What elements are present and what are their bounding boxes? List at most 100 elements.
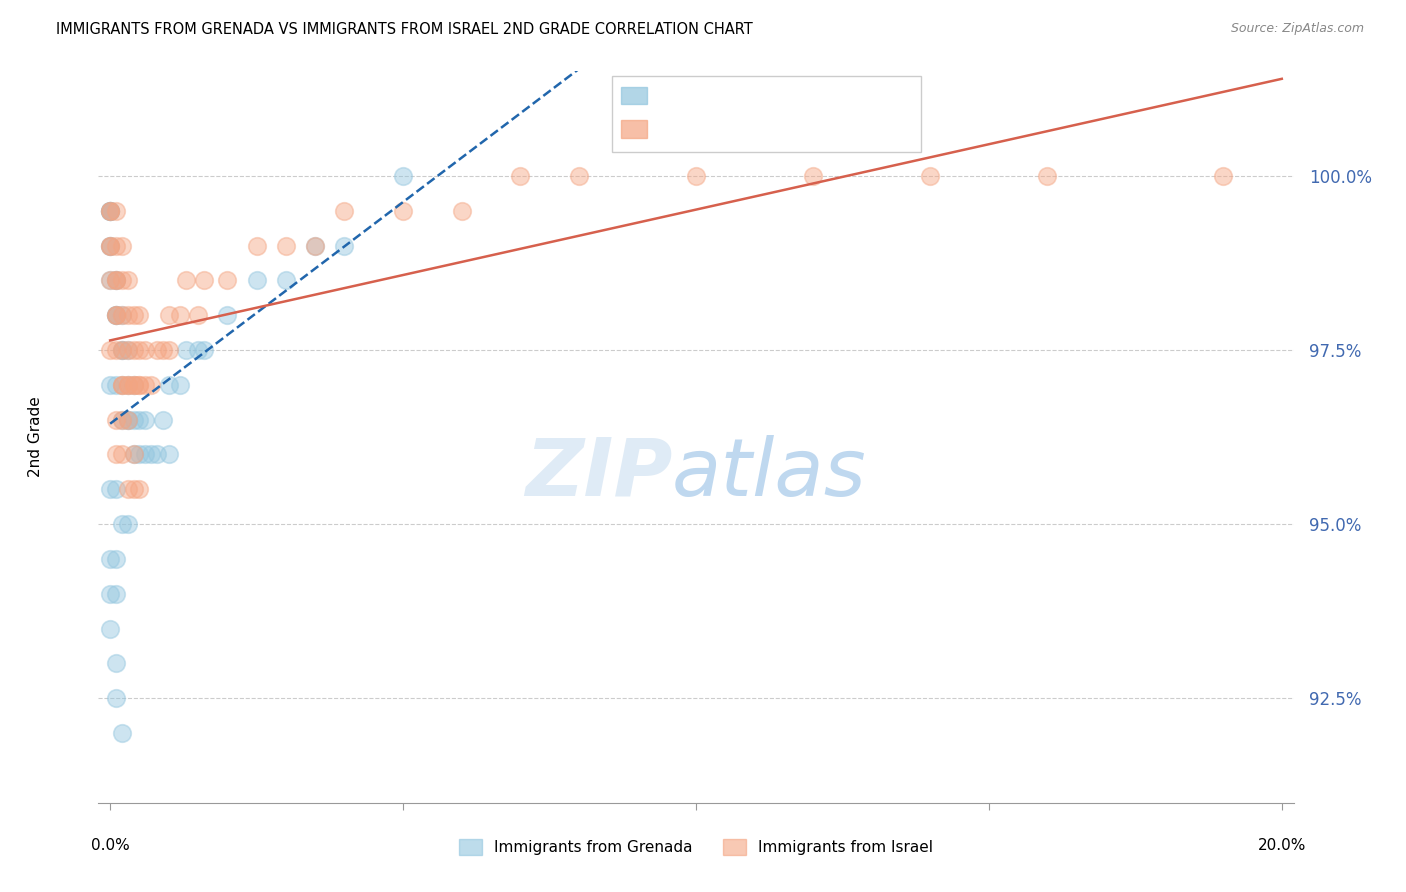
Point: [685, 169, 707, 183]
Point: [105, 273, 128, 287]
Point: [122, 448, 145, 462]
Point: [187, 308, 209, 322]
Point: [98, 622, 121, 636]
Point: [111, 412, 134, 426]
Point: [105, 412, 128, 426]
Point: [122, 448, 145, 462]
Point: [98, 238, 121, 252]
Point: [128, 483, 150, 497]
Point: [174, 343, 197, 357]
Point: [111, 343, 134, 357]
Point: [98, 203, 121, 218]
Point: [157, 343, 180, 357]
Point: [128, 448, 150, 462]
Text: N =: N =: [749, 122, 783, 136]
Point: [117, 343, 139, 357]
Point: [1212, 169, 1234, 183]
Point: [1036, 169, 1059, 183]
Point: [105, 273, 128, 287]
Point: [117, 273, 139, 287]
Point: [111, 343, 134, 357]
Text: IMMIGRANTS FROM GRENADA VS IMMIGRANTS FROM ISRAEL 2ND GRADE CORRELATION CHART: IMMIGRANTS FROM GRENADA VS IMMIGRANTS FR…: [56, 22, 754, 37]
Point: [122, 377, 145, 392]
Text: Source: ZipAtlas.com: Source: ZipAtlas.com: [1230, 22, 1364, 36]
Point: [105, 448, 128, 462]
Point: [920, 169, 942, 183]
Point: [117, 412, 139, 426]
Point: [304, 238, 326, 252]
Point: [122, 343, 145, 357]
Point: [193, 273, 215, 287]
Point: [98, 203, 121, 218]
Point: [117, 343, 139, 357]
Text: 0.498: 0.498: [686, 122, 734, 136]
Y-axis label: 2nd Grade: 2nd Grade: [28, 397, 42, 477]
Point: [117, 377, 139, 392]
Point: [105, 273, 128, 287]
Point: [117, 517, 139, 532]
Point: [122, 377, 145, 392]
Point: [117, 412, 139, 426]
Point: [105, 308, 128, 322]
Text: ZIP: ZIP: [524, 434, 672, 513]
Point: [105, 203, 128, 218]
Point: [98, 238, 121, 252]
Point: [157, 377, 180, 392]
Text: 58: 58: [778, 88, 799, 103]
Point: [98, 203, 121, 218]
Point: [122, 377, 145, 392]
Point: [122, 483, 145, 497]
Point: [105, 377, 128, 392]
Point: [193, 343, 215, 357]
Point: [111, 308, 134, 322]
Text: 0.231: 0.231: [686, 88, 734, 103]
Point: [134, 412, 156, 426]
Point: [146, 448, 169, 462]
Point: [111, 412, 134, 426]
Point: [98, 203, 121, 218]
Point: [111, 377, 134, 392]
Point: [141, 377, 163, 392]
Point: [117, 377, 139, 392]
Point: [98, 377, 121, 392]
Point: [246, 238, 269, 252]
Point: [333, 203, 356, 218]
Point: [217, 273, 239, 287]
Point: [105, 552, 128, 566]
Point: [187, 343, 209, 357]
Point: [98, 203, 121, 218]
Point: [111, 377, 134, 392]
Point: [152, 343, 174, 357]
Point: [217, 308, 239, 322]
Point: [122, 412, 145, 426]
Text: 20.0%: 20.0%: [1257, 838, 1306, 853]
Text: N =: N =: [749, 88, 783, 103]
Point: [392, 203, 415, 218]
Point: [169, 308, 191, 322]
Point: [174, 273, 197, 287]
Point: [157, 448, 180, 462]
Point: [128, 377, 150, 392]
Point: [105, 343, 128, 357]
Point: [111, 377, 134, 392]
Point: [128, 343, 150, 357]
Point: [105, 273, 128, 287]
Point: [141, 448, 163, 462]
Point: [152, 412, 174, 426]
Point: [105, 483, 128, 497]
Text: 66: 66: [778, 122, 799, 136]
Point: [98, 483, 121, 497]
Point: [122, 308, 145, 322]
Point: [111, 343, 134, 357]
Legend: Immigrants from Grenada, Immigrants from Israel: Immigrants from Grenada, Immigrants from…: [453, 833, 939, 861]
Point: [333, 238, 356, 252]
Text: R =: R =: [658, 88, 692, 103]
Point: [111, 517, 134, 532]
Point: [111, 238, 134, 252]
Point: [117, 308, 139, 322]
Point: [274, 238, 297, 252]
Point: [111, 448, 134, 462]
Point: [98, 273, 121, 287]
Point: [117, 483, 139, 497]
Point: [801, 169, 824, 183]
